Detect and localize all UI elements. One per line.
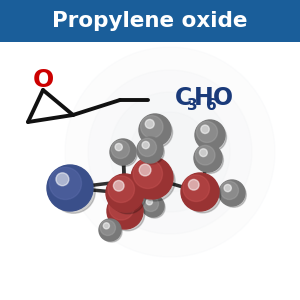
Text: H: H: [194, 86, 214, 110]
Circle shape: [145, 119, 154, 128]
Circle shape: [142, 195, 164, 217]
Text: O: O: [32, 68, 54, 92]
Circle shape: [110, 92, 230, 212]
Circle shape: [143, 196, 158, 212]
Circle shape: [100, 220, 116, 236]
Circle shape: [88, 70, 252, 234]
Circle shape: [220, 181, 238, 200]
Circle shape: [56, 173, 69, 186]
Circle shape: [200, 149, 207, 157]
Circle shape: [219, 180, 245, 206]
Circle shape: [197, 147, 224, 173]
Circle shape: [137, 137, 163, 163]
Text: 3: 3: [187, 98, 198, 113]
Circle shape: [49, 167, 82, 200]
Text: Propylene oxide: Propylene oxide: [52, 11, 248, 31]
Circle shape: [114, 199, 124, 209]
Circle shape: [108, 176, 134, 202]
Circle shape: [65, 47, 275, 257]
Circle shape: [183, 175, 209, 202]
Circle shape: [195, 146, 215, 165]
Circle shape: [140, 140, 164, 164]
Circle shape: [113, 181, 124, 191]
Circle shape: [224, 184, 231, 192]
Circle shape: [195, 120, 225, 150]
Circle shape: [109, 195, 134, 220]
Circle shape: [222, 183, 246, 207]
Circle shape: [103, 223, 110, 229]
Circle shape: [198, 123, 226, 152]
Circle shape: [194, 144, 222, 172]
Circle shape: [133, 159, 163, 188]
Circle shape: [110, 178, 146, 214]
Circle shape: [139, 164, 151, 176]
Circle shape: [52, 169, 95, 213]
Circle shape: [106, 174, 144, 212]
FancyBboxPatch shape: [0, 0, 300, 42]
Text: C: C: [175, 86, 192, 110]
Circle shape: [201, 125, 209, 134]
Circle shape: [47, 165, 93, 211]
Circle shape: [111, 196, 145, 231]
Circle shape: [131, 157, 173, 199]
Circle shape: [142, 141, 149, 149]
Circle shape: [107, 193, 143, 229]
Circle shape: [115, 143, 122, 151]
Circle shape: [188, 179, 199, 190]
Circle shape: [101, 221, 122, 242]
Circle shape: [99, 219, 121, 241]
Circle shape: [112, 142, 137, 166]
Text: O: O: [213, 86, 233, 110]
Circle shape: [138, 138, 157, 157]
Circle shape: [110, 139, 136, 165]
Circle shape: [111, 140, 130, 158]
Text: 6: 6: [206, 98, 217, 113]
Circle shape: [142, 117, 172, 148]
Circle shape: [185, 177, 221, 213]
Circle shape: [135, 161, 175, 201]
Circle shape: [141, 116, 163, 138]
Circle shape: [196, 122, 218, 142]
Circle shape: [144, 197, 165, 218]
Circle shape: [181, 173, 219, 211]
Circle shape: [139, 114, 171, 146]
Circle shape: [146, 199, 152, 205]
Circle shape: [130, 112, 210, 192]
